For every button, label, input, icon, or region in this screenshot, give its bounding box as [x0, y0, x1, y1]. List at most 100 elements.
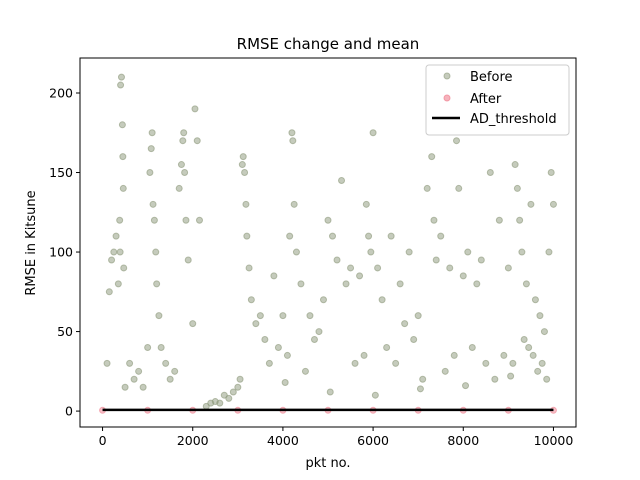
before-point	[453, 137, 461, 145]
x-tick-label: 0	[99, 433, 107, 448]
before-point	[374, 264, 382, 272]
before-point	[360, 351, 368, 359]
before-point	[543, 375, 551, 383]
y-tick-label: 150	[49, 165, 73, 180]
before-point	[338, 176, 346, 184]
before-point	[482, 359, 490, 367]
before-point	[547, 169, 555, 177]
before-point	[329, 232, 337, 240]
before-point	[181, 169, 189, 177]
before-point	[477, 256, 485, 264]
before-point	[105, 288, 113, 296]
before-point	[531, 296, 539, 304]
before-point	[126, 359, 134, 367]
before-point	[261, 336, 269, 344]
before-point	[527, 200, 535, 208]
y-axis-label: RMSE in Kitsune	[24, 190, 39, 295]
x-tick-label: 6000	[357, 433, 389, 448]
before-point	[507, 372, 515, 380]
before-point	[545, 248, 553, 256]
before-point	[152, 248, 160, 256]
before-point	[130, 375, 138, 383]
before-point	[166, 375, 174, 383]
y-tick-label: 100	[49, 245, 73, 260]
before-point	[184, 256, 192, 264]
before-point	[441, 367, 449, 375]
before-point	[155, 312, 163, 320]
before-point	[378, 296, 386, 304]
before-point	[281, 378, 289, 386]
before-point	[306, 312, 314, 320]
before-point	[119, 184, 127, 192]
before-point	[195, 216, 203, 224]
before-point	[117, 73, 125, 81]
before-point	[369, 129, 377, 137]
before-point	[153, 280, 161, 288]
before-point	[518, 248, 526, 256]
before-point	[242, 200, 250, 208]
before-point	[522, 280, 530, 288]
before-point	[500, 351, 508, 359]
before-point	[473, 280, 481, 288]
before-point	[446, 264, 454, 272]
before-point	[103, 359, 111, 367]
x-axis-ticks: 0 2000 4000 6000 8000 10000	[99, 427, 573, 448]
before-point	[392, 359, 400, 367]
before-point	[171, 367, 179, 375]
before-point	[351, 359, 359, 367]
before-point	[462, 382, 470, 390]
before-point	[162, 359, 170, 367]
legend-before-label: Before	[470, 70, 513, 85]
before-point	[486, 169, 494, 177]
before-point	[362, 200, 370, 208]
legend-before-marker	[443, 72, 451, 80]
x-axis-label: pkt no.	[305, 456, 350, 471]
legend-box	[425, 64, 570, 136]
before-point	[504, 264, 512, 272]
before-point	[297, 280, 305, 288]
before-point	[405, 248, 413, 256]
before-point	[520, 336, 528, 344]
before-point	[356, 272, 364, 280]
before-point	[450, 351, 458, 359]
before-point	[146, 169, 154, 177]
before-point	[150, 216, 158, 224]
before-point	[367, 248, 375, 256]
before-point	[414, 312, 422, 320]
before-point	[135, 367, 143, 375]
before-point	[116, 248, 124, 256]
before-point	[229, 388, 237, 396]
before-point	[419, 375, 427, 383]
before-point	[245, 264, 253, 272]
before-point	[326, 388, 334, 396]
before-point	[430, 216, 438, 224]
before-point	[286, 232, 294, 240]
before-point	[365, 232, 373, 240]
before-point	[147, 145, 155, 153]
before-point	[423, 184, 431, 192]
before-point	[121, 383, 129, 391]
before-point	[211, 398, 219, 406]
before-point	[118, 121, 126, 129]
y-axis-ticks: 0 50 100 150 200	[49, 85, 80, 419]
before-point	[193, 137, 201, 145]
plot-frame	[79, 57, 577, 428]
before-point	[529, 351, 537, 359]
before-point	[239, 153, 247, 161]
before-point	[509, 359, 517, 367]
before-point	[110, 248, 118, 256]
before-point	[301, 367, 309, 375]
before-point	[513, 184, 521, 192]
before-point	[108, 256, 116, 264]
x-tick-label: 2000	[177, 433, 209, 448]
before-point	[342, 280, 350, 288]
before-point	[459, 272, 467, 280]
before-point	[534, 367, 542, 375]
before-point	[319, 296, 327, 304]
before-point	[274, 343, 282, 351]
before-point	[177, 161, 185, 169]
before-point	[279, 312, 287, 320]
before-point	[120, 264, 128, 272]
before-point	[189, 320, 197, 328]
before-point	[432, 256, 440, 264]
